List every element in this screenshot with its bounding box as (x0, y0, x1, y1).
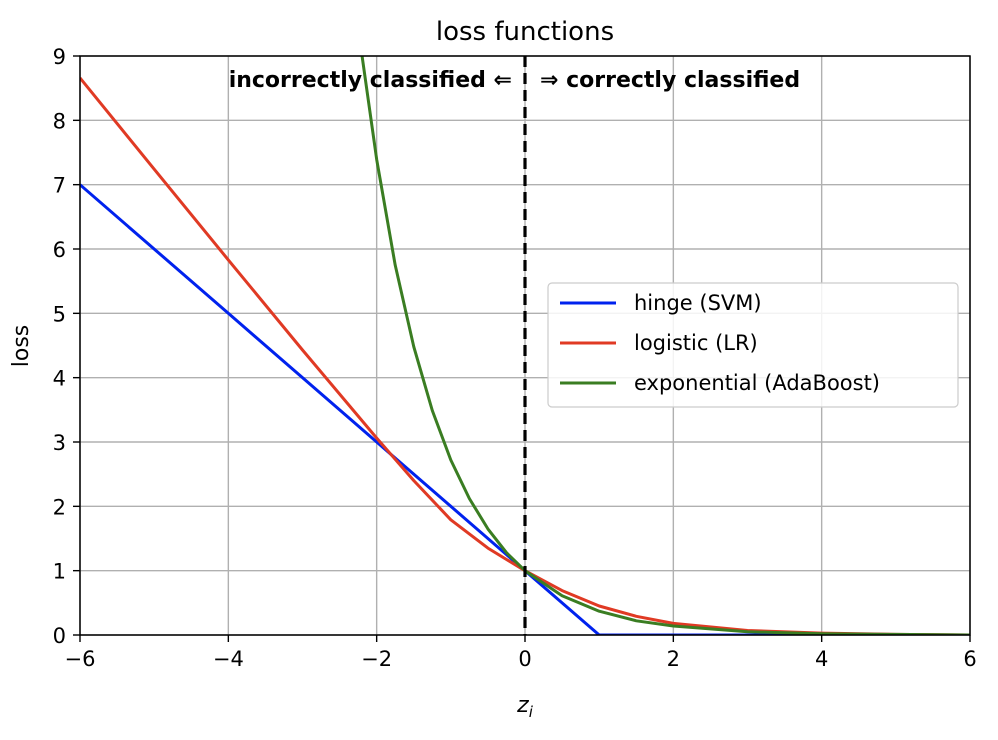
legend-box (547, 282, 959, 408)
legend: hinge (SVM) logistic (LR) exponential (Ada… (547, 282, 959, 408)
x-tick-label-4: 2 (667, 647, 680, 671)
x-tick-label-6: 6 (963, 647, 976, 671)
y-tick-label-7: 7 (53, 174, 66, 198)
y-tick-label-1: 1 (53, 560, 66, 584)
x-axis-label-subscript: i (529, 703, 534, 721)
series-line-0 (80, 183, 970, 635)
x-axis-label-main: z (516, 693, 529, 718)
chart-title: loss functions (436, 17, 614, 47)
x-tick-label-3: 0 (518, 647, 531, 671)
y-tick-label-3: 3 (53, 431, 66, 455)
series-line-2 (360, 56, 970, 635)
y-tick-label-4: 4 (53, 367, 66, 391)
x-tick-label-2: −2 (361, 647, 392, 671)
axis-ticks: −6 −4 −2 0 2 4 6 0 1 2 3 4 5 6 7 8 9 (53, 45, 977, 671)
y-tick-label-5: 5 (53, 302, 66, 326)
y-tick-label-8: 8 (53, 109, 66, 133)
x-axis-label: zi (516, 693, 534, 721)
legend-label-2: exponential (AdaBoost) (634, 371, 880, 395)
annotation-correctly-classified: ⇒ correctly classified (540, 68, 800, 93)
y-tick-label-9: 9 (53, 45, 66, 69)
x-tick-label-0: −6 (65, 647, 96, 671)
legend-label-1: logistic (LR) (634, 331, 758, 355)
y-tick-label-2: 2 (53, 495, 66, 519)
x-tick-label-5: 4 (815, 647, 828, 671)
y-tick-label-0: 0 (53, 624, 66, 648)
x-tick-label-1: −4 (213, 647, 244, 671)
y-tick-label-6: 6 (53, 238, 66, 262)
legend-label-0: hinge (SVM) (634, 291, 762, 315)
annotation-incorrectly-classified: incorrectly classified ⇐ (229, 68, 512, 93)
y-axis-label: loss (9, 325, 34, 368)
